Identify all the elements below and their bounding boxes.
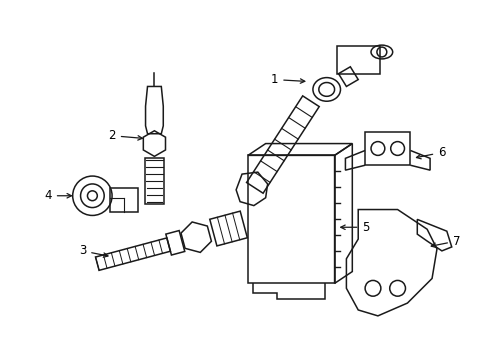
Text: 3: 3	[79, 244, 108, 257]
Text: 2: 2	[108, 129, 142, 142]
Bar	[247, 156, 334, 283]
Text: 5: 5	[340, 221, 369, 234]
Bar	[365, 132, 409, 165]
Text: 1: 1	[270, 73, 304, 86]
Text: 7: 7	[430, 235, 460, 248]
Text: 4: 4	[44, 189, 71, 202]
Bar	[144, 158, 164, 204]
Text: 6: 6	[416, 146, 445, 159]
